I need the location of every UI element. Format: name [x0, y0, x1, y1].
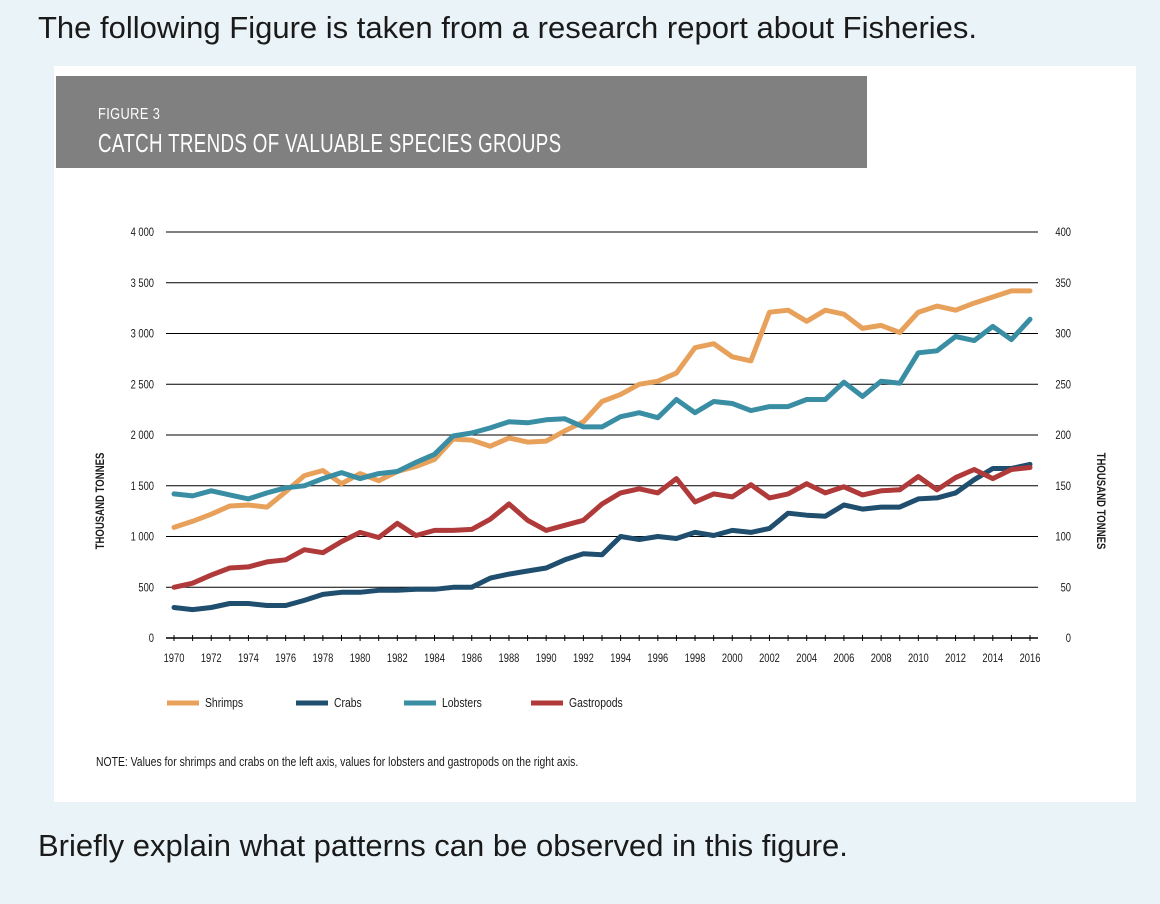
- x-tick-label: 1988: [499, 652, 520, 665]
- x-tick-label: 1986: [461, 652, 482, 665]
- x-tick-label: 1980: [350, 652, 371, 665]
- y-tick-label-right: 50: [1061, 581, 1071, 594]
- series-line-lobsters: [171, 316, 1033, 502]
- x-tick-label: 1976: [275, 652, 296, 665]
- gridlines: [166, 231, 1038, 639]
- x-tick-label: 2002: [759, 652, 780, 665]
- y-tick-label-left: 1 500: [131, 480, 154, 493]
- legend-label-shrimps: Shrimps: [205, 696, 243, 710]
- x-tick-label: 2008: [871, 652, 892, 665]
- legend: Shrimps Crabs Lobsters Gastropods: [167, 696, 623, 710]
- y-tick-label-left: 2 500: [131, 378, 154, 391]
- chart-title: CATCH TRENDS OF VALUABLE SPECIES GROUPS: [98, 128, 562, 158]
- x-tick-label: 2000: [722, 652, 743, 665]
- y-tick-label-right: 250: [1055, 378, 1071, 391]
- intro-text: The following Figure is taken from a res…: [38, 10, 978, 45]
- legend-label-lobsters: Lobsters: [442, 696, 482, 710]
- x-tick-label: 1994: [610, 652, 631, 665]
- x-tick-label: 2004: [796, 652, 817, 665]
- x-tick-label: 1978: [312, 652, 333, 665]
- figure-label: FIGURE 3: [98, 106, 161, 123]
- series-line-crabs: [171, 461, 1033, 613]
- y-axis-label-left: THOUSAND TONNES: [94, 453, 107, 550]
- y-tick-label-left: 4 000: [131, 226, 154, 239]
- x-axis: 1970 1972 1974 1976 1978 1980 1982 1984 1986 1988…: [164, 635, 1041, 665]
- legend-label-gastropods: Gastropods: [569, 696, 623, 710]
- series-line-gastropods: [171, 465, 1033, 590]
- x-tick-label: 1998: [685, 652, 706, 665]
- y-tick-label-left: 0: [149, 632, 154, 645]
- y-tick-label-left: 3 000: [131, 327, 154, 340]
- x-tick-label: 1982: [387, 652, 408, 665]
- y-tick-label-left: 500: [138, 581, 154, 594]
- figure-banner: FIGURE 3 CATCH TRENDS OF VALUABLE SPECIE…: [56, 76, 867, 168]
- right-axis-ticks: 0 50 100 150 200 250 300 350 400: [1055, 226, 1071, 645]
- x-tick-label: 2006: [834, 652, 855, 665]
- x-tick-label: 2012: [945, 652, 966, 665]
- chart-note: NOTE: Values for shrimps and crabs on th…: [96, 755, 578, 769]
- y-axis-label-right: THOUSAND TONNES: [1094, 453, 1107, 550]
- x-tick-label: 1972: [201, 652, 222, 665]
- figure-card: FIGURE 3 CATCH TRENDS OF VALUABLE SPECIE…: [54, 66, 1136, 802]
- y-tick-label-right: 100: [1055, 530, 1071, 543]
- y-tick-label-right: 150: [1055, 480, 1071, 493]
- y-tick-label-left: 2 000: [131, 429, 154, 442]
- y-tick-label-left: 3 500: [131, 277, 154, 290]
- legend-label-crabs: Crabs: [334, 696, 362, 710]
- x-tick-label: 2014: [982, 652, 1003, 665]
- y-tick-label-right: 300: [1055, 327, 1071, 340]
- x-tick-label: 1970: [164, 652, 185, 665]
- x-tick-label: 2010: [908, 652, 929, 665]
- series-line-shrimps: [171, 288, 1033, 530]
- x-tick-label: 1996: [647, 652, 668, 665]
- series-lines: [171, 288, 1033, 613]
- x-tick-label: 1990: [536, 652, 557, 665]
- question-text: Briefly explain what patterns can be obs…: [38, 828, 848, 863]
- x-tick-label: 1984: [424, 652, 445, 665]
- y-tick-label-right: 0: [1066, 632, 1071, 645]
- x-tick-label: 1992: [573, 652, 594, 665]
- y-tick-label-right: 350: [1055, 277, 1071, 290]
- x-tick-label: 1974: [238, 652, 259, 665]
- y-tick-label-right: 200: [1055, 429, 1071, 442]
- y-tick-label-right: 400: [1055, 226, 1071, 239]
- y-tick-label-left: 1 000: [131, 530, 154, 543]
- x-tick-label: 2016: [1020, 652, 1041, 665]
- left-axis-ticks: 0 500 1 000 1 500 2 000 2 500 3 000 3 500 4 000: [131, 226, 154, 645]
